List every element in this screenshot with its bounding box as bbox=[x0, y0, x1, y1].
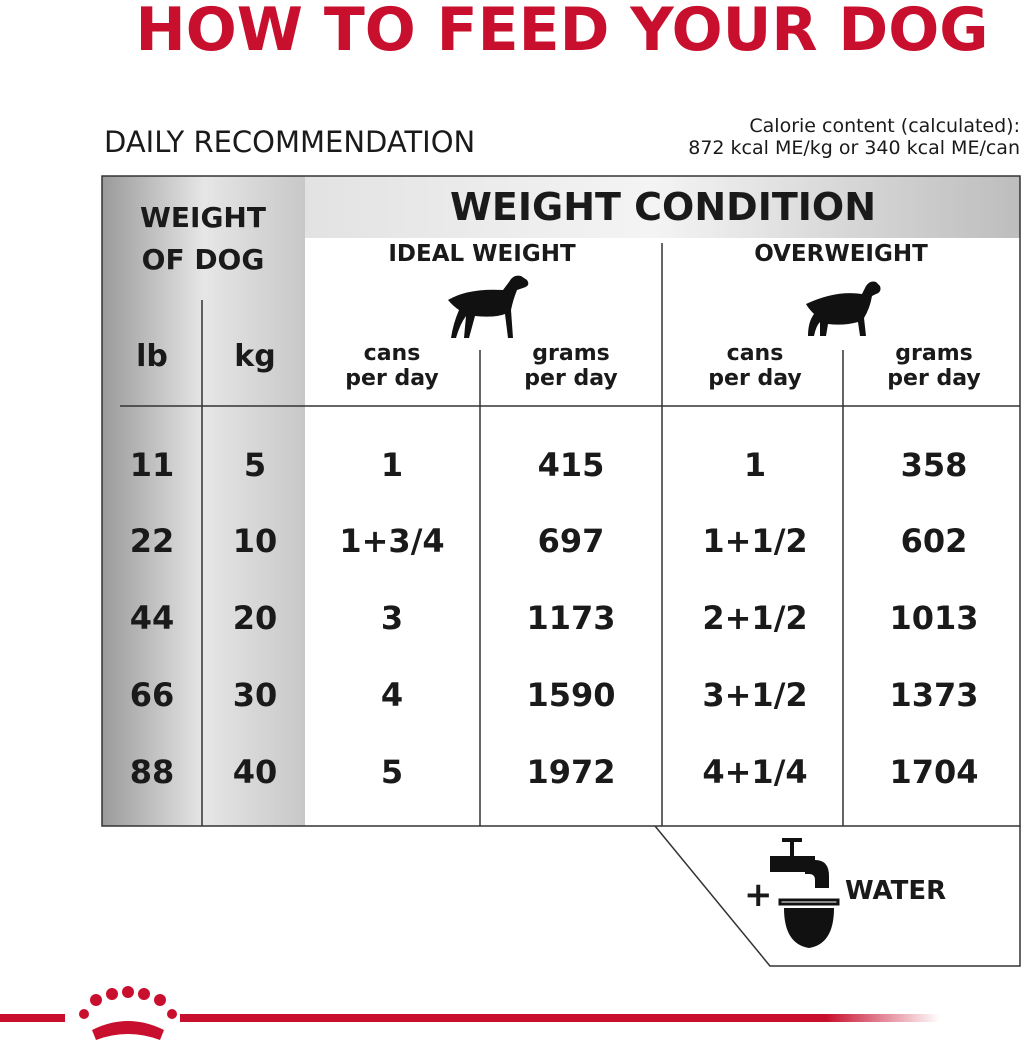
brand-line bbox=[0, 1014, 65, 1022]
cell: 1 bbox=[380, 446, 404, 484]
cell: 415 bbox=[537, 446, 605, 484]
cell: 602 bbox=[900, 522, 968, 560]
cell: 3+1/2 bbox=[702, 676, 808, 714]
cell: 5 bbox=[243, 446, 267, 484]
cell: 11 bbox=[129, 446, 175, 484]
cell: 1972 bbox=[526, 753, 616, 791]
cell: 1+1/2 bbox=[702, 522, 808, 560]
table-header: WEIGHT CONDITION bbox=[450, 185, 876, 229]
cell: 1173 bbox=[526, 599, 616, 637]
column-header: per day bbox=[524, 366, 618, 391]
cell: 358 bbox=[900, 446, 968, 484]
brand-line bbox=[180, 1014, 940, 1022]
cell: 4 bbox=[380, 676, 404, 714]
cell: 4+1/4 bbox=[702, 753, 808, 791]
cell: 44 bbox=[129, 599, 175, 637]
column-header: per day bbox=[708, 366, 802, 391]
column-header: cans bbox=[726, 341, 784, 366]
column-header: grams bbox=[895, 341, 973, 366]
weight-band bbox=[102, 176, 305, 826]
cell: 3 bbox=[380, 599, 404, 637]
cell: 5 bbox=[380, 753, 404, 791]
cell: 1013 bbox=[889, 599, 979, 637]
cell: 1590 bbox=[526, 676, 616, 714]
title: HOW TO FEED YOUR DOG bbox=[135, 0, 989, 65]
cell: 40 bbox=[232, 753, 278, 791]
water-icon bbox=[770, 838, 840, 948]
calorie-note: 872 kcal ME/kg or 340 kcal ME/can bbox=[688, 137, 1020, 159]
table-lines bbox=[120, 243, 1021, 967]
cell: 22 bbox=[129, 522, 175, 560]
cell: 88 bbox=[129, 753, 175, 791]
column-header: kg bbox=[234, 339, 276, 374]
group-header: OVERWEIGHT bbox=[754, 241, 928, 267]
column-header: lb bbox=[136, 339, 168, 374]
column-header: per day bbox=[887, 366, 981, 391]
brand-logo bbox=[79, 986, 177, 1040]
plus: + bbox=[744, 875, 773, 915]
cell: 1704 bbox=[889, 753, 979, 791]
group-header: IDEAL WEIGHT bbox=[388, 241, 576, 267]
cell: 30 bbox=[232, 676, 278, 714]
cell: 697 bbox=[537, 522, 605, 560]
cell: 20 bbox=[232, 599, 278, 637]
table-border bbox=[101, 175, 1021, 827]
calorie-note: Calorie content (calculated): bbox=[749, 115, 1020, 137]
column-header: grams bbox=[532, 341, 610, 366]
column-header: cans bbox=[363, 341, 421, 366]
dog-icon bbox=[448, 275, 881, 338]
subtitle: DAILY RECOMMENDATION bbox=[104, 125, 476, 159]
water-label: WATER bbox=[845, 876, 947, 906]
cell: 1 bbox=[743, 446, 767, 484]
cell: 10 bbox=[232, 522, 278, 560]
cell: 66 bbox=[129, 676, 175, 714]
weight-header: WEIGHT bbox=[140, 201, 266, 234]
cell: 2+1/2 bbox=[702, 599, 808, 637]
weight-header: OF DOG bbox=[141, 243, 265, 276]
column-header: per day bbox=[345, 366, 439, 391]
cell: 1373 bbox=[889, 676, 979, 714]
cell: 1+3/4 bbox=[339, 522, 445, 560]
